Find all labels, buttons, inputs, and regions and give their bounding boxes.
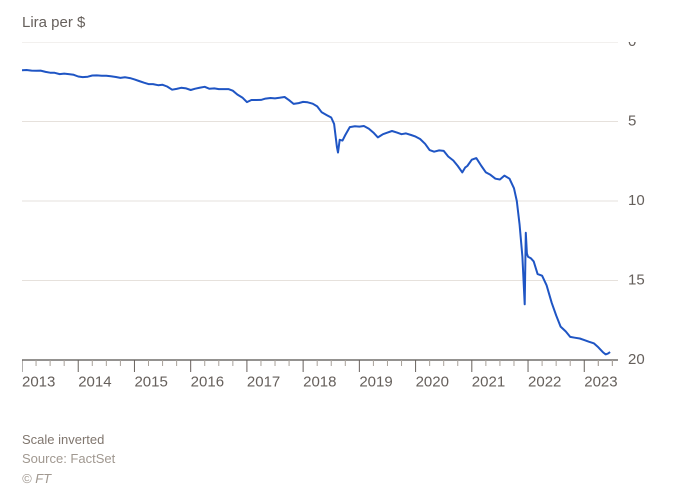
y-axis-title: Lira per $ bbox=[22, 14, 85, 31]
copyright-label: © FT bbox=[22, 469, 115, 489]
y-tick-label: 0 bbox=[628, 42, 636, 50]
y-tick-label: 10 bbox=[628, 192, 645, 209]
x-tick-label: 2014 bbox=[78, 373, 111, 390]
x-tick-label: 2021 bbox=[472, 373, 505, 390]
y-tick-label: 5 bbox=[628, 112, 636, 129]
x-tick-label: 2017 bbox=[247, 373, 280, 390]
source-label: Source: FactSet bbox=[22, 449, 115, 469]
scale-note: Scale inverted bbox=[22, 430, 115, 450]
chart-footer: Scale inverted Source: FactSet © FT bbox=[22, 430, 115, 489]
plot-area: 0 5 10 15 20 2013 2014 2015 2016 2017 2018 2019 2020… bbox=[22, 42, 658, 408]
x-tick-label: 2018 bbox=[303, 373, 336, 390]
chart-container: Lira per $ 0 5 10 15 20 2013 2014 2015 2016 2017 2… bbox=[0, 0, 700, 500]
y-tick-label: 15 bbox=[628, 271, 645, 288]
x-tick-label: 2019 bbox=[359, 373, 392, 390]
x-tick-label: 2015 bbox=[134, 373, 167, 390]
y-tick-label: 20 bbox=[628, 351, 645, 368]
x-tick-label: 2020 bbox=[416, 373, 449, 390]
x-tick-label: 2013 bbox=[22, 373, 55, 390]
x-tick-label: 2016 bbox=[191, 373, 224, 390]
x-tick-label: 2022 bbox=[528, 373, 561, 390]
x-tick-label: 2023 bbox=[584, 373, 617, 390]
data-series-line bbox=[22, 70, 610, 354]
chart-svg: 0 5 10 15 20 2013 2014 2015 2016 2017 2018 2019 2020… bbox=[22, 42, 658, 408]
